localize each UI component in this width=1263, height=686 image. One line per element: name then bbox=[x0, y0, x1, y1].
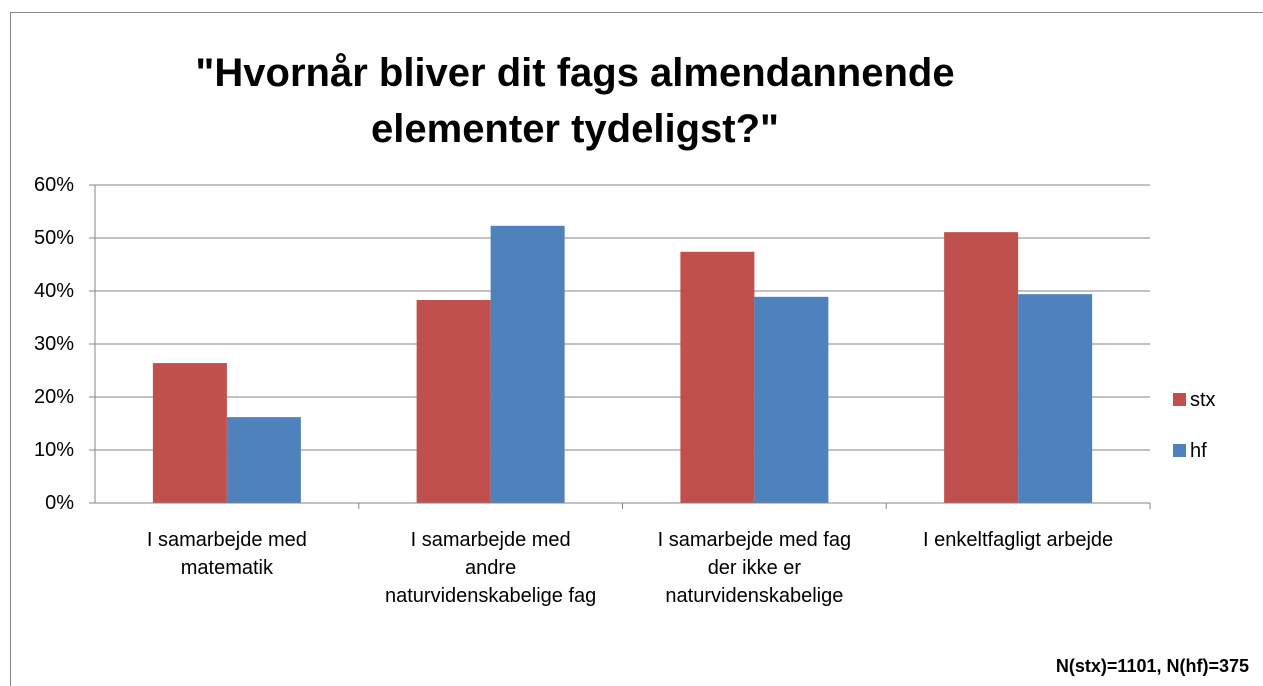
y-tick-label: 10% bbox=[33, 439, 74, 461]
bar bbox=[490, 225, 565, 503]
y-tick-label: 30% bbox=[33, 333, 74, 355]
legend-swatch bbox=[1173, 444, 1186, 457]
x-tick-label: I samarbejde med fag der ikke er naturvi… bbox=[657, 529, 852, 607]
y-tick-label: 60% bbox=[33, 174, 74, 196]
y-tick-label: 50% bbox=[33, 227, 74, 249]
x-tick-label: I samarbejde med andre naturvidenskabeli… bbox=[384, 529, 597, 607]
bar bbox=[226, 417, 301, 503]
legend-label: stx bbox=[1190, 389, 1216, 411]
y-tick-label: 20% bbox=[33, 386, 74, 408]
annotation: N(stx)=1101, N(hf)=375 bbox=[1055, 656, 1249, 676]
bar bbox=[416, 300, 491, 503]
legend-swatch bbox=[1173, 393, 1186, 406]
x-tick-label: I enkeltfagligt arbejde bbox=[923, 529, 1114, 551]
bar bbox=[152, 363, 227, 503]
bar bbox=[944, 232, 1019, 504]
y-tick-label: 40% bbox=[33, 280, 74, 302]
bar bbox=[754, 296, 829, 503]
chart-title: "Hvornår bliver dit fags almendannende e… bbox=[195, 51, 955, 151]
legend-label: hf bbox=[1190, 440, 1207, 462]
chart-border bbox=[10, 12, 1263, 686]
x-tick-label: I samarbejde med matematik bbox=[146, 529, 307, 579]
bar bbox=[680, 251, 755, 503]
y-tick-label: 0% bbox=[45, 492, 74, 514]
bar bbox=[1018, 294, 1093, 503]
